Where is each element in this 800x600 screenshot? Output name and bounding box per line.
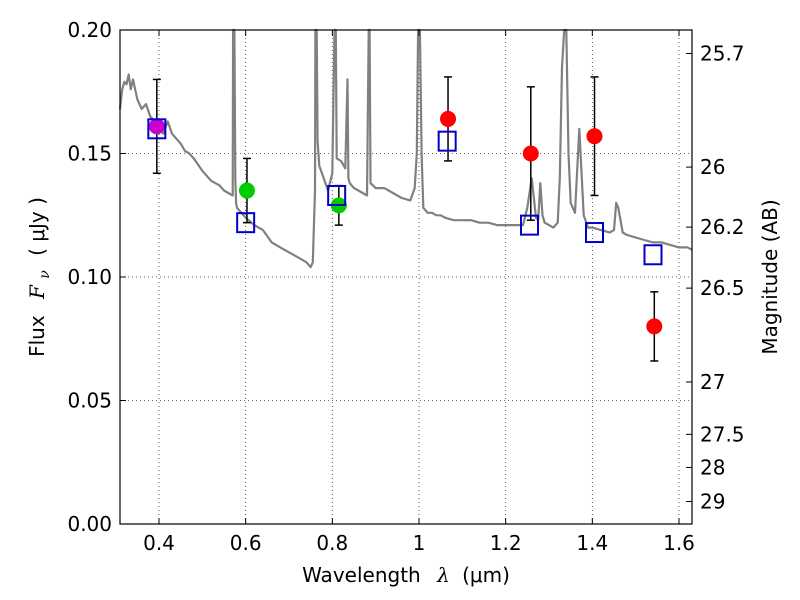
y-tick-label: 0.05 [67,389,112,413]
error-bars [152,76,659,362]
x-tick-label: 1.6 [663,531,695,555]
observed-point [522,145,539,162]
y-axis-label-symbol: F [25,284,49,300]
y-tick-label: 0.15 [67,142,112,166]
y-axis-label-unit: ( μJy ) [25,197,49,256]
model-spectrum [118,28,693,269]
observed-points [148,110,663,335]
model-band-square [643,244,663,266]
model-band-square [147,118,167,140]
x-tick-label: 1.4 [576,531,608,555]
plot-frame [119,29,693,525]
x-axis-label: Wavelength λ (μm) [302,563,510,587]
x-axis-label-symbol: λ [436,563,450,587]
model-band-square [437,130,457,152]
y-axis-label-main: Flux [25,315,49,357]
model-band-square [236,212,256,234]
observed-point [586,128,603,145]
x-tick-label: 1 [413,531,426,555]
axis-ticks: 0.4 0.6 0.8 1 1.2 1.4 1.6 0.00 0.05 0.10 0.15 0.20 2… [67,18,744,555]
y-tick-label: 0.00 [67,512,112,536]
model-band-squares [147,118,663,266]
x-tick-label: 0.4 [143,531,175,555]
observed-point [646,318,663,335]
spectrum-line [118,28,693,269]
observed-point [238,182,255,199]
model-band-square [520,214,539,236]
model-band-square [585,222,604,244]
observed-point [440,110,457,127]
y2-tick-label: 26.2 [700,215,745,239]
observed-point [148,118,165,135]
x-tick-label: 0.8 [316,531,348,555]
y-tick-label: 0.20 [67,18,112,42]
y2-tick-label: 29 [700,490,725,514]
y-axis-label: Flux F ν ( μJy ) [25,197,54,357]
x-tick-label: 1.2 [490,531,522,555]
y2-tick-label: 28 [700,455,725,479]
x-tick-label: 0.6 [230,531,262,555]
y-tick-label: 0.10 [67,265,112,289]
y2-tick-label: 26.5 [700,276,745,300]
y2-tick-label: 27.5 [700,422,745,446]
model-band-square [327,184,347,206]
y2-tick-label: 26 [700,155,725,179]
x-axis-label-main: Wavelength [302,563,421,587]
y2-tick-label: 27 [700,370,725,394]
y2-tick-label: 25.7 [700,41,745,65]
y2-axis-label: Magnitude (AB) [758,199,782,354]
x-axis-label-unit: (μm) [462,563,510,587]
y-axis-label-subscript: ν [37,270,53,279]
grid-lines [120,30,692,524]
